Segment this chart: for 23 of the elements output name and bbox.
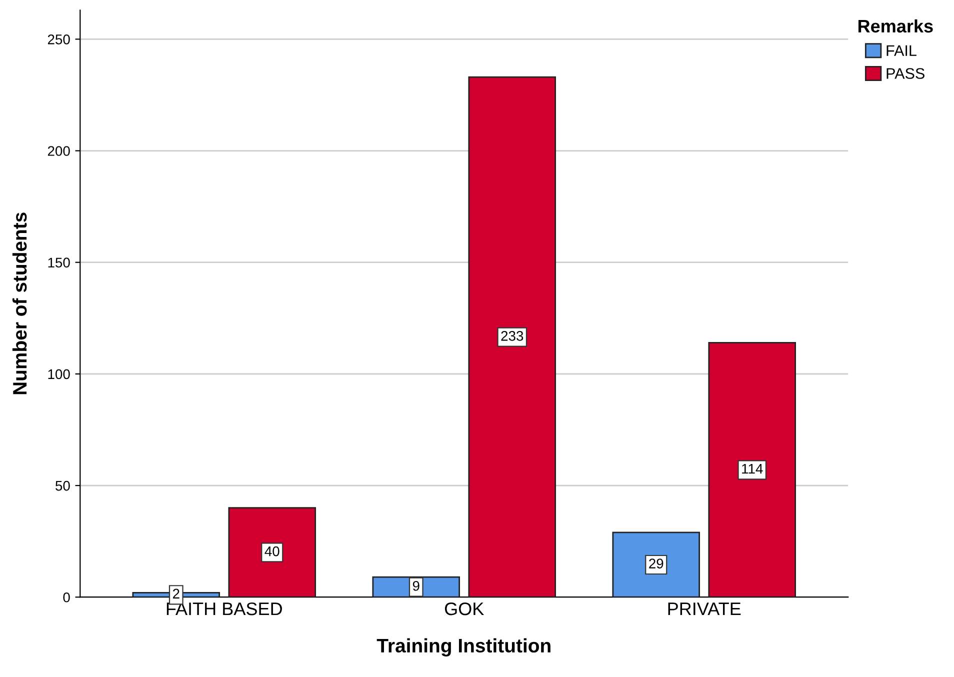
- data-label: 9: [412, 580, 420, 591]
- y-tick-label: 100: [48, 369, 70, 380]
- x-tick-label: GOK: [444, 602, 484, 616]
- y-tick-label: 50: [56, 480, 70, 491]
- y-axis-title: Number of students: [12, 212, 27, 394]
- y-tick-label: 0: [63, 592, 70, 602]
- bar: [708, 342, 796, 598]
- data-label: 29: [649, 558, 664, 568]
- y-tick-label: 200: [48, 146, 70, 156]
- x-axis-title: Training Institution: [376, 638, 550, 656]
- legend-label: FAIL: [886, 45, 916, 56]
- data-label: 233: [501, 331, 524, 341]
- x-tick-label: PRIVATE: [668, 602, 741, 616]
- data-label: 114: [742, 464, 763, 474]
- legend-label: PASS: [886, 68, 924, 79]
- legend-title: Remarks: [858, 19, 933, 33]
- bar: [612, 532, 700, 598]
- bar: [468, 76, 556, 598]
- data-label: 40: [264, 546, 280, 556]
- y-tick-label: 250: [48, 34, 70, 44]
- data-label: 2: [172, 588, 180, 598]
- y-tick-label: 150: [48, 258, 70, 268]
- bar: [228, 507, 316, 598]
